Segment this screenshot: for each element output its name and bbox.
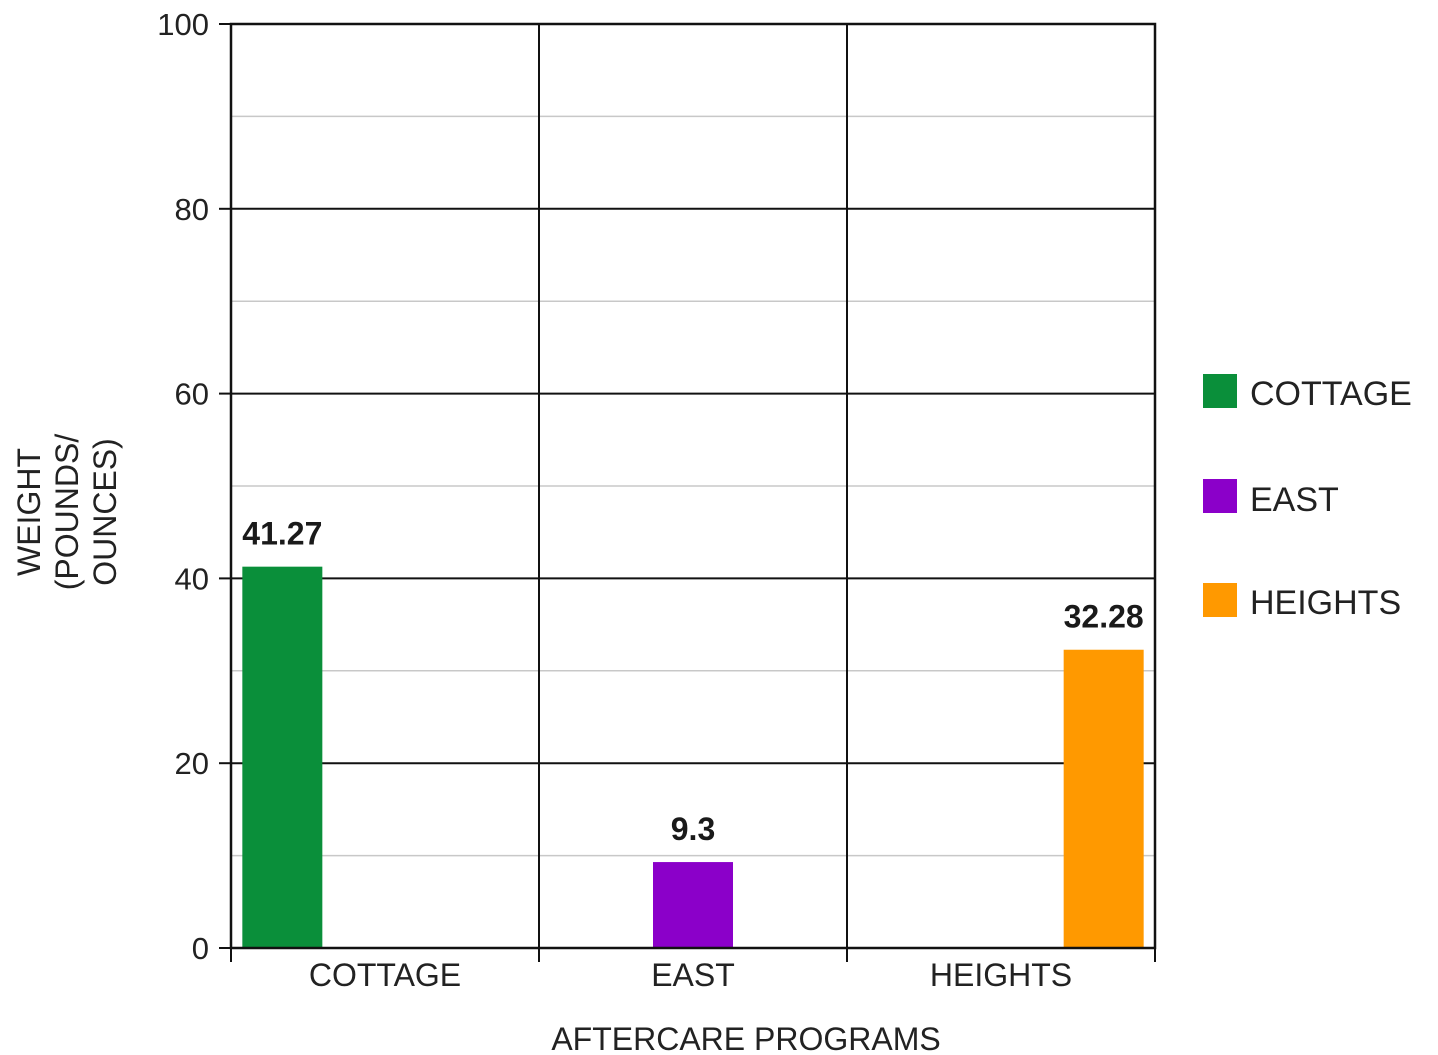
data-labels: 41.27 9.3 32.28 <box>242 516 1143 847</box>
y-tick-label: 60 <box>175 377 209 412</box>
legend: COTTAGE EAST HEIGHTS <box>1203 374 1412 622</box>
y-axis-ticks: 0 20 40 60 80 100 <box>157 7 231 966</box>
data-label-east: 9.3 <box>671 811 715 847</box>
bar-east <box>653 862 733 948</box>
bar-cottage <box>242 566 323 948</box>
major-gridlines <box>231 24 1155 948</box>
x-tick-label-east: EAST <box>651 957 735 993</box>
y-axis-title-line-3: OUNCES) <box>87 438 123 586</box>
y-tick-label: 100 <box>157 7 209 42</box>
bar-heights <box>1063 649 1144 948</box>
y-tick-label: 20 <box>175 746 209 781</box>
plot-border <box>229 22 1157 950</box>
plot-frame <box>229 22 1157 950</box>
y-tick-label: 80 <box>175 192 209 227</box>
bars <box>242 566 1144 948</box>
y-axis-title-line-2: (POUNDS/ <box>49 434 85 591</box>
x-axis-title: AFTERCARE PROGRAMS <box>551 1021 940 1055</box>
y-axis-title-line-1: WEIGHT <box>11 448 47 576</box>
legend-swatch-cottage <box>1203 374 1237 408</box>
y-tick-label: 40 <box>175 561 209 596</box>
y-tick-label: 0 <box>192 931 209 966</box>
minor-gridlines <box>231 115 1155 857</box>
legend-swatch-east <box>1203 479 1237 513</box>
data-label-heights: 32.28 <box>1064 599 1144 635</box>
x-tick-label-heights: HEIGHTS <box>930 957 1072 993</box>
x-tick-label-cottage: COTTAGE <box>309 957 461 993</box>
legend-label-heights: HEIGHTS <box>1250 584 1401 622</box>
x-axis-ticks: COTTAGE EAST HEIGHTS <box>230 948 1156 993</box>
legend-swatch-heights <box>1203 583 1237 617</box>
y-axis-title: WEIGHT (POUNDS/ OUNCES) <box>11 434 123 591</box>
legend-label-east: EAST <box>1250 481 1339 519</box>
legend-label-cottage: COTTAGE <box>1250 375 1412 413</box>
data-label-cottage: 41.27 <box>242 516 322 552</box>
